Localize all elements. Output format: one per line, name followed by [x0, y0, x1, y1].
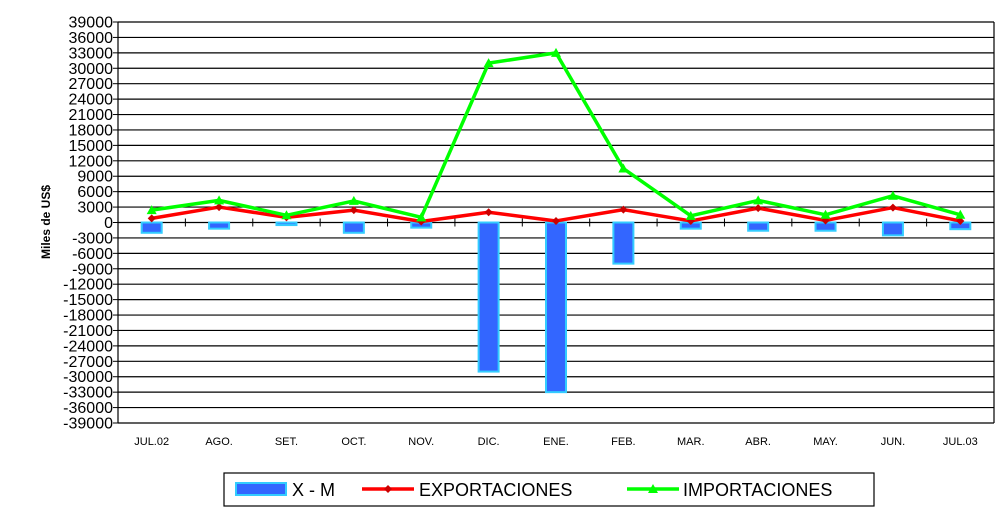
axes	[113, 21, 995, 424]
bar-x-m	[545, 221, 567, 394]
y-tick-label: -33000	[63, 385, 113, 402]
x-tick-label: JUL.02	[134, 436, 169, 448]
point-exportaciones	[754, 204, 763, 213]
point-importaciones	[753, 195, 764, 205]
line-importaciones	[151, 51, 961, 220]
x-tick-label: MAY.	[813, 436, 838, 448]
line-series	[146, 47, 966, 226]
legend-marker-exportaciones	[384, 485, 392, 493]
point-importaciones	[281, 210, 292, 220]
point-importaciones	[551, 47, 561, 57]
y-tick-label: 27000	[69, 76, 114, 93]
bar-series-x-m	[140, 221, 972, 394]
x-tick-label: NOV.	[408, 436, 434, 448]
y-tick-label: 15000	[69, 138, 114, 155]
point-exportaciones	[619, 205, 628, 214]
bar-x-m	[612, 221, 635, 265]
point-importaciones	[820, 209, 831, 219]
bar-x-m	[208, 221, 231, 230]
point-exportaciones	[147, 214, 156, 223]
y-tick-label: -6000	[72, 246, 113, 263]
y-tick-label: -21000	[63, 323, 113, 340]
x-tick-label: AGO.	[205, 436, 233, 448]
point-importaciones	[146, 205, 157, 215]
x-tick-label: ABR.	[745, 436, 771, 448]
x-tick-label: FEB.	[611, 436, 635, 448]
y-tick-label: 33000	[69, 45, 114, 62]
y-axis-label: Miles de US$	[39, 185, 53, 259]
bar-x-m	[477, 221, 500, 373]
point-importaciones	[685, 210, 696, 220]
y-tick-label: 6000	[77, 184, 113, 201]
point-importaciones	[618, 163, 629, 173]
y-tick-label: 18000	[69, 122, 114, 139]
point-importaciones	[887, 190, 898, 200]
x-tick-label: DIC.	[478, 436, 500, 448]
y-tick-label: -18000	[63, 308, 113, 325]
point-exportaciones	[552, 216, 560, 225]
y-tick-label: -24000	[63, 338, 113, 355]
legend-swatch-x-m	[235, 482, 287, 496]
y-tick-label: 12000	[69, 153, 114, 170]
y-tick-label: 3000	[77, 200, 113, 217]
x-tick-label: OCT.	[341, 436, 366, 448]
point-importaciones	[955, 209, 966, 219]
x-tick-label: JUL.03	[943, 436, 978, 448]
y-tick-label: 24000	[69, 92, 114, 109]
legend-label-importaciones: IMPORTACIONES	[683, 480, 832, 500]
y-tick-label: -3000	[72, 230, 113, 247]
legend-label-x-m: X - M	[292, 480, 335, 500]
y-tick-label: -9000	[72, 261, 113, 278]
y-tick-label: 36000	[69, 30, 114, 47]
x-tick-label: SET.	[275, 436, 298, 448]
x-tick-label: ENE.	[543, 436, 569, 448]
y-tick-label: 9000	[77, 169, 113, 186]
y-tick-label: 39000	[69, 15, 114, 32]
point-exportaciones	[484, 208, 493, 217]
y-tick-label: -27000	[63, 354, 113, 371]
bar-x-m	[140, 221, 163, 234]
bar-x-m	[275, 221, 298, 227]
point-importaciones	[214, 195, 225, 205]
point-exportaciones	[956, 216, 965, 225]
y-tick-label: -39000	[63, 416, 113, 433]
y-tick-label: -36000	[63, 400, 113, 417]
y-tick-label: -30000	[63, 369, 113, 386]
y-tick-labels: 3900036000330003000027000240002100018000…	[63, 15, 113, 433]
legend-label-exportaciones: EXPORTACIONES	[419, 480, 572, 500]
y-tick-label: 0	[104, 215, 113, 232]
point-exportaciones	[349, 206, 358, 215]
y-tick-label: 21000	[69, 107, 114, 124]
point-exportaciones	[215, 203, 224, 212]
y-tick-label: 30000	[69, 61, 114, 78]
point-importaciones	[483, 58, 494, 68]
x-tick-label: JUN.	[881, 436, 905, 448]
x-tick-label: MAR.	[677, 436, 705, 448]
x-tick-labels: JUL.02 AGO. SET. OCT. NOV. DIC. ENE. FEB. MAR. AB…	[134, 436, 977, 448]
point-exportaciones	[888, 203, 897, 212]
point-importaciones	[348, 195, 359, 205]
y-tick-label: -15000	[63, 292, 113, 309]
bar-x-m	[881, 221, 904, 237]
y-tick-label: -12000	[63, 277, 113, 294]
bar-x-m	[342, 221, 365, 234]
legend: X - M EXPORTACIONES IMPORTACIONES	[223, 472, 875, 507]
legend-box	[223, 472, 875, 507]
bar-x-m	[747, 221, 770, 232]
point-importaciones	[416, 212, 427, 222]
legend-marker-importaciones	[648, 484, 658, 493]
